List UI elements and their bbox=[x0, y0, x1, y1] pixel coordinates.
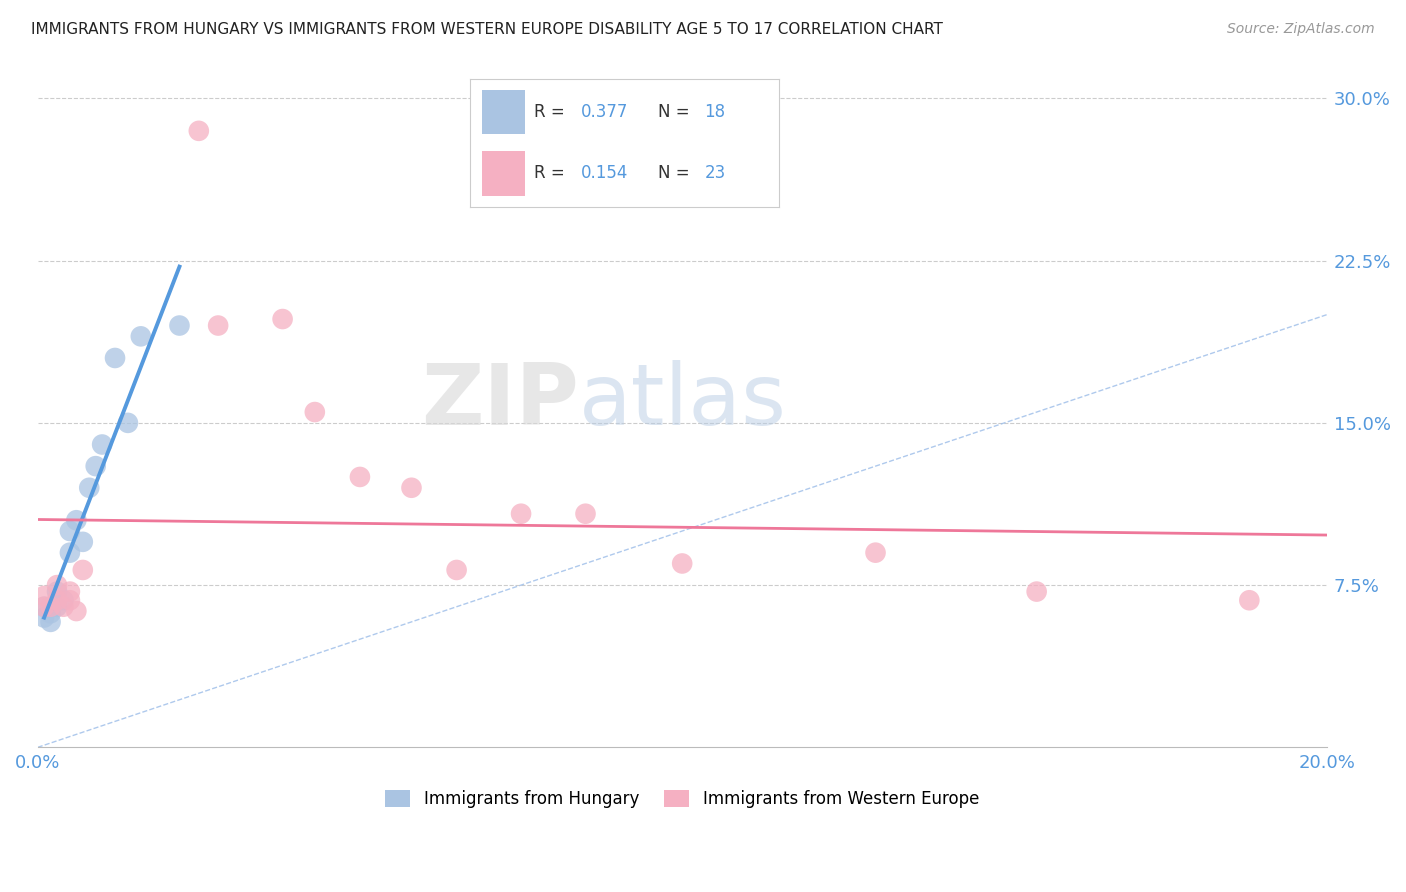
Point bbox=[39, 599, 62, 614]
Point bbox=[574, 507, 596, 521]
Point bbox=[46, 599, 69, 614]
Point bbox=[510, 507, 533, 521]
Text: IMMIGRANTS FROM HUNGARY VS IMMIGRANTS FROM WESTERN EUROPE DISABILITY AGE 5 TO 17: IMMIGRANTS FROM HUNGARY VS IMMIGRANTS FR… bbox=[31, 22, 943, 37]
Point bbox=[32, 599, 55, 614]
Point bbox=[72, 534, 94, 549]
Text: atlas: atlas bbox=[579, 359, 787, 442]
Point bbox=[207, 318, 229, 333]
Point bbox=[271, 312, 294, 326]
Text: ZIP: ZIP bbox=[422, 359, 579, 442]
Point bbox=[46, 593, 69, 607]
Point bbox=[59, 593, 82, 607]
Point bbox=[52, 593, 75, 607]
Point bbox=[72, 563, 94, 577]
Point bbox=[59, 584, 82, 599]
Point bbox=[65, 604, 87, 618]
Point bbox=[91, 437, 114, 451]
Point bbox=[39, 606, 62, 620]
Point bbox=[304, 405, 326, 419]
Point bbox=[32, 589, 55, 603]
Point bbox=[117, 416, 139, 430]
Point bbox=[59, 524, 82, 538]
Point bbox=[671, 557, 693, 571]
Point bbox=[1025, 584, 1047, 599]
Point bbox=[77, 481, 100, 495]
Legend: Immigrants from Hungary, Immigrants from Western Europe: Immigrants from Hungary, Immigrants from… bbox=[378, 784, 986, 815]
Point bbox=[46, 584, 69, 599]
Point bbox=[446, 563, 468, 577]
Point bbox=[84, 459, 107, 474]
Point bbox=[349, 470, 371, 484]
Point bbox=[59, 546, 82, 560]
Point bbox=[104, 351, 127, 365]
Point bbox=[1239, 593, 1261, 607]
Text: Source: ZipAtlas.com: Source: ZipAtlas.com bbox=[1227, 22, 1375, 37]
Point bbox=[187, 124, 209, 138]
Point bbox=[32, 599, 55, 614]
Point bbox=[865, 546, 887, 560]
Point bbox=[65, 513, 87, 527]
Point bbox=[401, 481, 423, 495]
Point bbox=[32, 610, 55, 624]
Point bbox=[39, 615, 62, 629]
Point bbox=[129, 329, 152, 343]
Point bbox=[52, 599, 75, 614]
Point bbox=[169, 318, 191, 333]
Point bbox=[46, 578, 69, 592]
